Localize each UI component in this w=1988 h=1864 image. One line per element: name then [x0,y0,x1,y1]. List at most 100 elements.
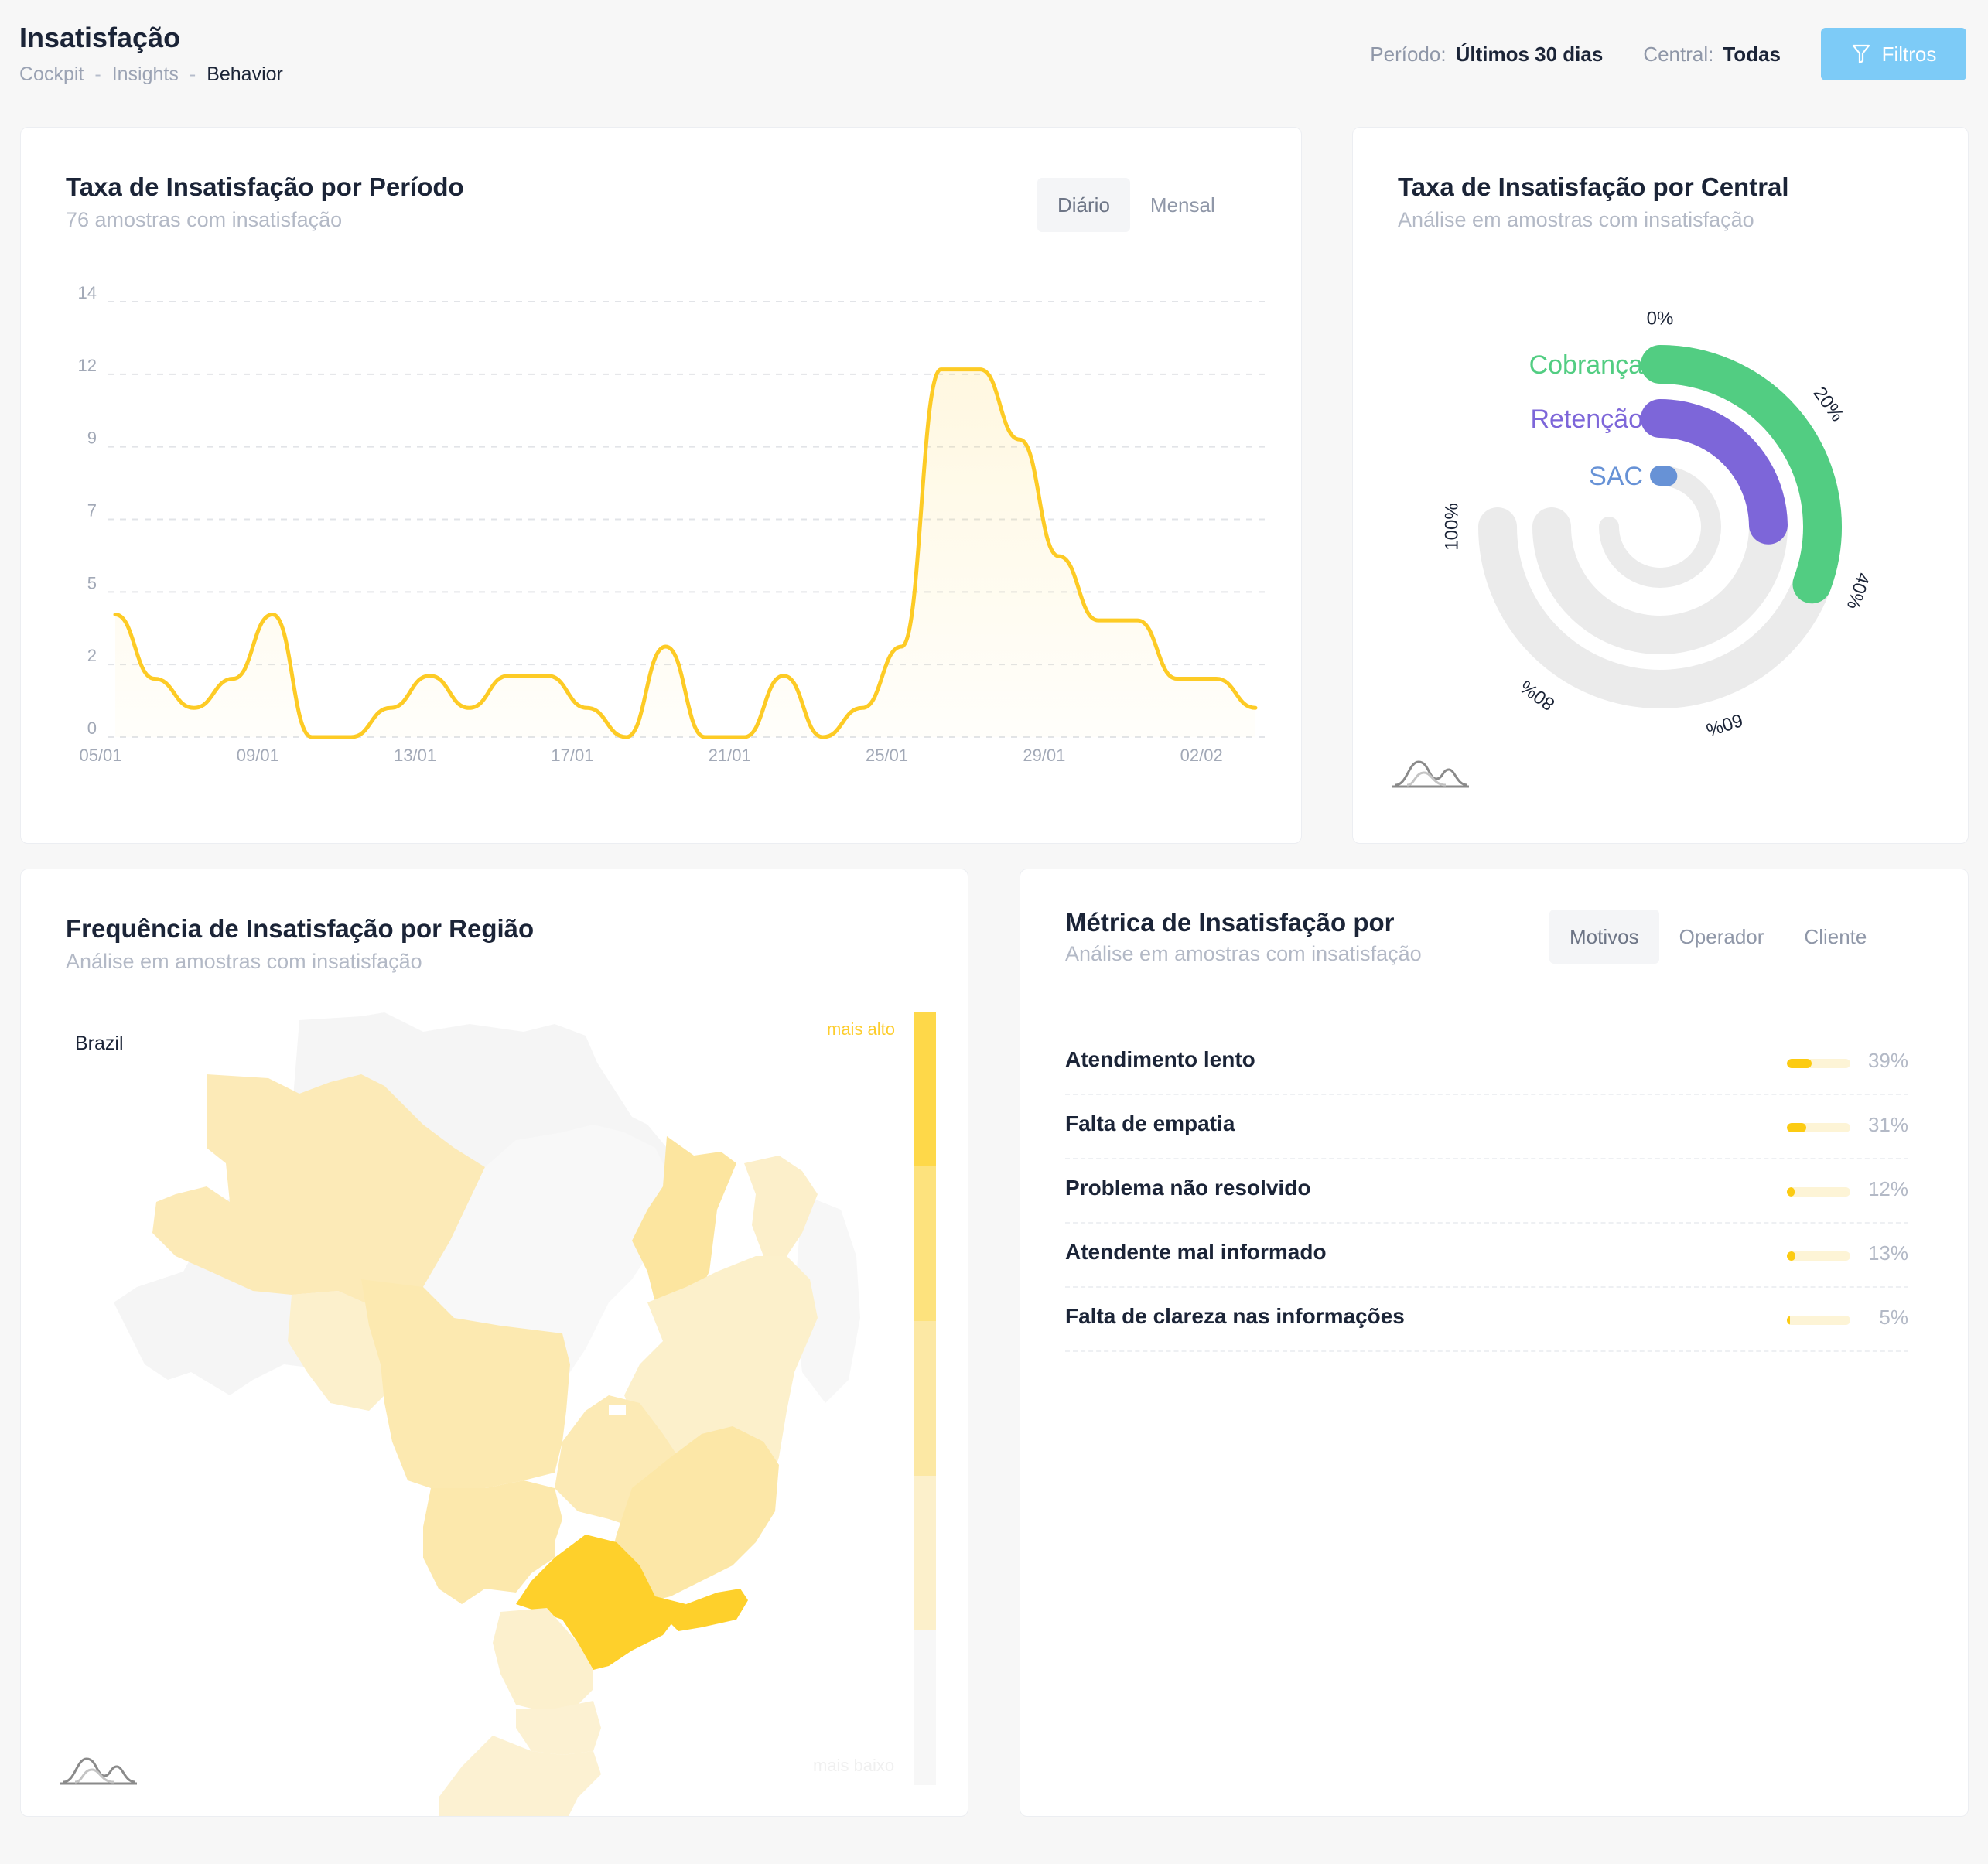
legend-step [914,1630,936,1785]
chart-logo-icon [1392,760,1469,788]
breadcrumb-separator: - [94,63,101,85]
radial-bar-1[interactable] [1641,399,1788,545]
legend-step [914,1166,936,1321]
radial-tick-label: 40% [1843,570,1874,612]
central-rate-card: Taxa de Insatisfação por Central Análise… [1352,127,1969,844]
metric-percentage: 5% [1879,1306,1908,1329]
region-para[interactable] [419,1125,678,1384]
series-line [113,367,1258,739]
top-filter-bar: Período: Últimos 30 dias Central: Todas … [1370,28,1966,80]
metric-bar-fill [1787,1187,1795,1197]
radial-bar-0[interactable] [1641,345,1842,604]
metric-percentage: 31% [1867,1113,1908,1136]
map-legend [914,1012,936,1785]
filters-button[interactable]: Filtros [1821,28,1966,80]
card-subtitle: Análise em amostras com insatisfação [1065,942,1422,965]
x-tick-label: 29/01 [1023,746,1065,765]
radial-track [1599,466,1721,588]
page-title: Insatisfação [19,22,181,53]
tab-motivos[interactable]: Motivos [1549,910,1659,964]
period-toggle: Diário Mensal [1037,178,1235,232]
tab-operador[interactable]: Operador [1679,925,1764,948]
card-title: Frequência de Insatisfação por Região [66,914,535,943]
filters-button-label: Filtros [1881,42,1937,66]
metric-percentage: 13% [1867,1241,1908,1265]
radial-tick-label: 20% [1809,383,1848,425]
central-value[interactable]: Todas [1723,42,1781,66]
radial-category-label: Retenção [1530,405,1643,434]
metric-label: Atendimento lento [1065,1047,1255,1071]
y-tick-label: 2 [87,646,97,665]
x-tick-label: 13/01 [394,746,436,765]
metric-card: Métrica de Insatisfação por Análise em a… [1020,869,1969,1817]
x-tick-label: 25/01 [866,746,908,765]
card-subtitle: Análise em amostras com insatisfação [1398,208,1754,231]
metric-label: Falta de clareza nas informações [1065,1304,1405,1328]
brazil-map [114,1012,860,1816]
y-tick-label: 9 [87,428,97,448]
metric-bar-track [1787,1316,1850,1325]
radial-category-label: Cobrança [1529,350,1644,380]
region-mato-grosso[interactable] [361,1279,570,1496]
tab-cliente[interactable]: Cliente [1804,925,1867,948]
metric-bar-fill [1787,1316,1791,1325]
metric-row[interactable]: Atendimento lento 39% [1065,1030,1908,1095]
legend-step [914,1321,936,1476]
tab-mensal[interactable]: Mensal [1149,193,1215,217]
region-rio-grande-sul[interactable] [439,1736,601,1816]
x-tick-label: 17/01 [551,746,593,765]
radial-tick-label: 0% [1647,308,1674,329]
period-value[interactable]: Últimos 30 dias [1455,42,1604,66]
x-tick-label: 02/02 [1180,746,1223,765]
metric-label: Atendente mal informado [1065,1240,1327,1264]
legend-low-label: mais baixo [813,1756,895,1775]
region-minas-gerais[interactable] [609,1426,779,1604]
card-title: Taxa de Insatisfação por Central [1398,172,1789,201]
card-subtitle: 76 amostras com insatisfação [66,208,343,231]
x-tick-label: 09/01 [237,746,279,765]
radial-category-label: SAC [1589,462,1643,491]
metric-bar-fill [1787,1059,1812,1068]
region-ceara[interactable] [744,1156,818,1256]
line-chart: 0 2 5 7 9 12 14 05/01 09/01 13/01 17/01 21/01 25/01… [78,283,1266,765]
breadcrumb-item-insights[interactable]: Insights [111,63,179,85]
region-rio-de-janeiro[interactable] [671,1589,748,1631]
metric-label: Problema não resolvido [1065,1176,1311,1200]
region-acre-rondonia[interactable] [288,1291,384,1411]
region-parana[interactable] [493,1608,593,1712]
legend-step [914,1476,936,1630]
legend-high-label: mais alto [827,1019,896,1039]
region-sao-paulo[interactable] [516,1535,686,1670]
metric-percentage: 39% [1867,1049,1908,1072]
radial-tick-label: 100% [1441,503,1462,550]
region-santa-catarina[interactable] [516,1701,601,1755]
region-maranhao[interactable] [632,1136,736,1326]
tab-diario[interactable]: Diário [1037,178,1130,232]
y-tick-label: 12 [78,356,97,375]
y-tick-label: 0 [87,719,97,738]
x-tick-label: 05/01 [79,746,121,765]
x-tick-label: 21/01 [709,746,751,765]
line-area [115,369,1255,737]
region-df[interactable] [609,1405,626,1415]
metric-bar-track [1787,1187,1850,1197]
card-subtitle: Análise em amostras com insatisfação [66,950,422,973]
region-frequency-card: Frequência de Insatisfação por Região An… [20,869,968,1817]
region-northeast-coast[interactable] [794,1194,860,1403]
legend-step [914,1012,936,1166]
metric-row[interactable]: Falta de empatia 31% [1065,1094,1908,1159]
map-country-label: Brazil [75,1033,124,1054]
radial-tick-label: 60% [1703,709,1745,741]
central-label: Central: [1643,42,1714,66]
breadcrumb-item-cockpit[interactable]: Cockpit [19,63,84,85]
metric-bar-track [1787,1123,1850,1132]
metric-row[interactable]: Falta de clareza nas informações 5% [1065,1287,1908,1352]
metric-percentage: 12% [1867,1177,1908,1200]
region-amazonas[interactable] [152,1074,485,1306]
region-mato-grosso-sul[interactable] [423,1480,562,1604]
radial-tick-label: 80% [1516,676,1559,715]
metric-label: Falta de empatia [1065,1111,1235,1135]
card-title: Métrica de Insatisfação por [1065,908,1395,937]
metric-row[interactable]: Problema não resolvido 12% [1065,1159,1908,1224]
metric-row[interactable]: Atendente mal informado 13% [1065,1223,1908,1288]
